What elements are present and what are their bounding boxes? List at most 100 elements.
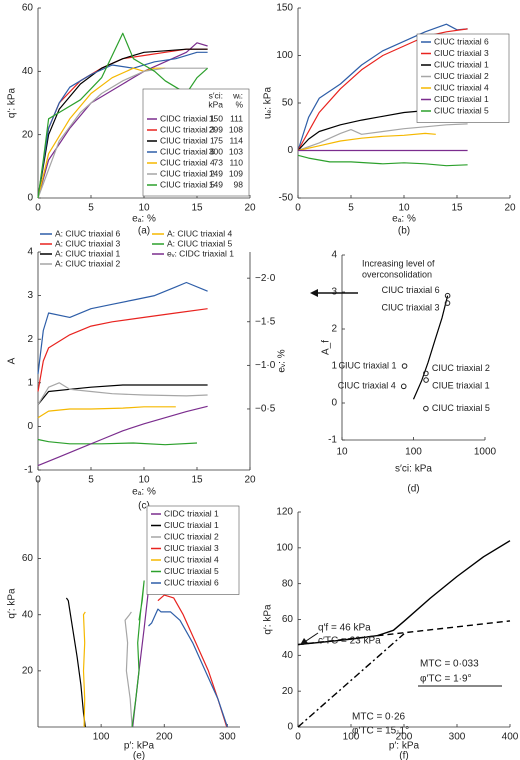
y-tick-label: 80 [282, 578, 294, 589]
x-tick-label: 20 [244, 203, 256, 214]
x-axis-label: eₐ: % [392, 214, 416, 225]
y-tick-label: -50 [279, 193, 294, 204]
legend-wi: 108 [229, 124, 243, 134]
legend-wi: 98 [234, 179, 244, 189]
y-axis-label: q′: kPa [7, 588, 18, 619]
data-point [423, 370, 429, 377]
y-tick-label: 4 [331, 250, 337, 261]
series-line [297, 23, 468, 151]
legend-label: CIUC triaxial 6 [164, 577, 219, 587]
x-tick-label: 100 [93, 732, 110, 743]
series-line [37, 48, 208, 199]
x-tick-label: 0 [35, 203, 41, 214]
legend-label: CIUC triaxial 4 [164, 554, 219, 564]
legend-label: CIUC triaxial 3 [434, 48, 489, 58]
x-tick-label: 10 [138, 203, 150, 214]
y-tick-label: -1 [24, 465, 33, 476]
y2-tick-label: −1·0 [255, 360, 276, 371]
legend: A: CIUC triaxial 6A: CIUC triaxial 3A: C… [40, 228, 234, 268]
legend-wi: 109 [229, 168, 243, 178]
legend-label: A: CIUC triaxial 3 [55, 238, 120, 248]
series-line [37, 405, 208, 467]
legend-label: CIUC triaxial 2 [160, 168, 215, 178]
y-axis-label: q′: kPa [7, 87, 18, 118]
y-axis-label: q′: kPa [263, 604, 274, 635]
legend-label: A: CIUC triaxial 1 [55, 248, 120, 258]
legend-sci: 299 [209, 124, 223, 134]
x-tick-label: 0 [295, 732, 301, 743]
y-tick-label: 1 [27, 377, 33, 388]
x-axis-label: p′: kPa [389, 741, 420, 752]
series-line [37, 438, 198, 446]
legend-label: CIUC triaxial 2 [164, 531, 219, 541]
x-tick-label: 10 [398, 203, 410, 214]
y-tick-label: 40 [22, 609, 34, 620]
y-tick-label: -1 [328, 435, 337, 446]
series-line [124, 611, 133, 728]
y-tick-label: 40 [22, 66, 34, 77]
series-line [297, 633, 405, 728]
caption: (b) [398, 226, 410, 237]
x-tick-label: 15 [451, 203, 463, 214]
legend-sci: 149 [209, 179, 223, 189]
x-axis-label: eₐ: % [132, 487, 156, 498]
legend-wi: 103 [229, 146, 243, 156]
legend-sci: 150 [209, 113, 223, 123]
point-label: CIUE triaxial 1 [432, 380, 490, 390]
legend-header: wᵢ: [232, 90, 243, 100]
x-tick-label: 200 [396, 732, 413, 743]
arrow-head [300, 638, 308, 645]
y-tick-label: 1 [331, 361, 337, 372]
x-tick-label: 5 [88, 203, 94, 214]
legend-label: A: CIUC triaxial 5 [167, 238, 232, 248]
legend-header: s′ci: [209, 90, 223, 100]
point-label: CIUC triaxial 6 [382, 285, 440, 295]
legend-sci: 149 [209, 168, 223, 178]
legend-header: kPa [208, 99, 223, 109]
legend-box [416, 33, 510, 123]
y-tick-label: 20 [22, 129, 34, 140]
y-tick-label: 0 [287, 722, 293, 733]
legend-label: CIUC triaxial 1 [160, 135, 215, 145]
data-point [444, 292, 451, 299]
x-tick-label: 300 [449, 732, 466, 743]
series-line [37, 384, 208, 405]
y2-axis-label: eᵥ: % [277, 349, 288, 372]
point-label: CIUC triaxial 3 [381, 302, 439, 312]
series-line [297, 154, 468, 167]
series-line [157, 594, 228, 728]
y-axis-label: A [7, 357, 18, 364]
y-tick-label: 40 [282, 650, 294, 661]
series-line [131, 580, 145, 728]
y-tick-label: 100 [276, 542, 293, 553]
annotation: MTC = 0·26 [352, 712, 406, 723]
series-line [297, 620, 511, 646]
series-line [82, 611, 86, 728]
x-tick-label: 10 [336, 447, 348, 458]
y-tick-label: 3 [331, 287, 337, 298]
point-label: CIUC triaxial 4 [338, 381, 396, 391]
legend-wi: 110 [229, 157, 243, 167]
y-tick-label: 2 [331, 324, 337, 335]
point-label: CIUC triaxial 5 [432, 403, 490, 413]
series-line [65, 597, 86, 728]
annotation: c′TC = 23 kPa [318, 636, 381, 647]
data-point [423, 377, 429, 383]
y2-tick-label: −1·5 [255, 316, 276, 327]
legend-sci: 300 [209, 146, 223, 156]
legend-label: eᵥ: CIDC triaxial 1 [167, 248, 234, 258]
series-line [37, 382, 208, 405]
y-tick-label: 3 [27, 290, 33, 301]
legend-wi: 114 [229, 135, 243, 145]
x-axis-label: eₐ: % [132, 214, 156, 225]
legend-label: A: CIUC triaxial 6 [55, 228, 120, 238]
y2-tick-label: −2·0 [255, 273, 276, 284]
x-tick-label: 15 [191, 475, 203, 486]
x-tick-label: 0 [295, 203, 301, 214]
series-line [37, 51, 208, 199]
legend-label: CIUC triaxial 4 [434, 82, 489, 92]
y-tick-label: 20 [282, 686, 294, 697]
legend-label: CIUC triaxial 3 [160, 124, 215, 134]
